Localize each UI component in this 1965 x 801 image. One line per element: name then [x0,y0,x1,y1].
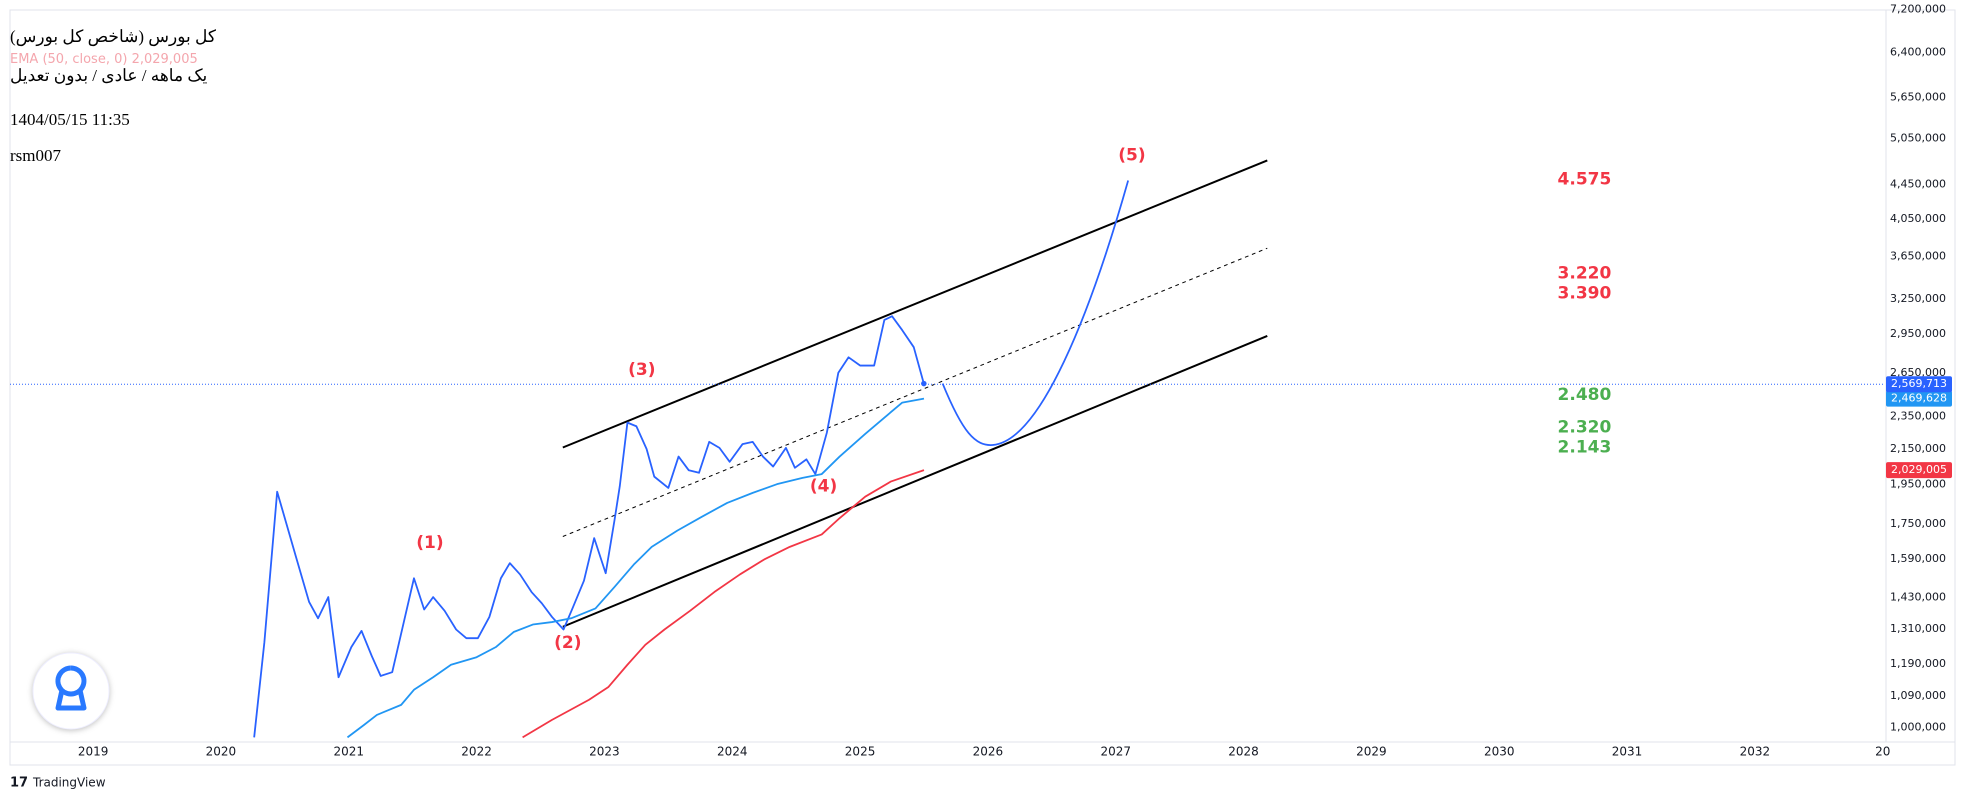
title: کل بورس (شاخص کل بورس) [10,27,216,46]
x-tick-label: 2028 [1228,745,1259,759]
price-label: 2,469,628 [1891,392,1947,405]
projection-curve [941,180,1129,446]
y-tick-label: 2,350,000 [1890,410,1946,423]
date: 1404/05/15 11:35 [10,110,130,129]
y-tick-label: 1,190,000 [1890,657,1946,670]
channel-lower [562,335,1268,628]
y-tick-label: 1,590,000 [1890,552,1946,565]
y-tick-label: 2,650,000 [1890,366,1946,379]
x-tick-label: 2027 [1100,745,1131,759]
x-tick-label: 2020 [206,745,237,759]
tv-logo: 17 [10,776,28,791]
x-tick-label: 2030 [1484,745,1515,759]
y-tick-label: 5,650,000 [1890,91,1946,104]
series-line [346,397,925,739]
x-tick-label: 2022 [461,745,492,759]
annotation: 4.575 [1558,169,1612,189]
y-tick-label: 6,400,000 [1890,45,1946,58]
annotation: 2.480 [1558,385,1612,405]
logo-icon [55,665,87,711]
legend-name: EMA (50, close, 0) [10,52,128,67]
annotation: (1) [416,533,443,553]
y-tick-label: 2,150,000 [1890,442,1946,455]
logo-badge [32,652,110,730]
drawings [562,159,1268,628]
annotation: (5) [1118,145,1145,165]
price-label: 2,029,005 [1891,463,1947,476]
channel-middle [562,247,1268,537]
y-tick-label: 1,310,000 [1890,622,1946,635]
x-tick-label: 2032 [1740,745,1771,759]
annotation: 3.390 [1558,283,1612,303]
author: rsm007 [10,146,61,165]
x-tick-label: 2023 [589,745,620,759]
x-tick-label: 2024 [717,745,748,759]
watermark: TradingView [32,776,106,790]
legend-value: 2,029,005 [131,52,198,67]
annotation: (4) [810,476,837,496]
annotation: 2.320 [1558,417,1612,437]
subtitle: یک ماهه / عادی / بدون تعدیل [10,66,208,85]
series-line [522,469,925,739]
x-tick-label: 20 [1875,745,1890,759]
x-tick-label: 2031 [1612,745,1643,759]
price-box [1886,376,1952,393]
x-tick-label: 2026 [973,745,1004,759]
x-tick-label: 2019 [78,745,109,759]
y-tick-label: 5,050,000 [1890,132,1946,145]
y-tick-label: 2,950,000 [1890,327,1946,340]
legend-row: EMA (50, close, 0) 2,029,005 [10,52,198,67]
series-line [253,315,925,738]
x-tick-label: 2029 [1356,745,1387,759]
y-tick-label: 3,650,000 [1890,250,1946,263]
price-box [1886,390,1952,407]
y-tick-label: 4,050,000 [1890,212,1946,225]
y-tick-label: 7,200,000 [1890,3,1946,16]
frame [9,9,1956,766]
y-tick-label: 1,000,000 [1890,720,1946,733]
x-tick-label: 2025 [845,745,876,759]
price-label: 2,569,713 [1891,377,1947,390]
x-tick-label: 2021 [333,745,364,759]
y-tick-label: 3,250,000 [1890,292,1946,305]
y-tick-label: 4,450,000 [1890,178,1946,191]
channel-upper [562,159,1268,449]
y-tick-label: 1,430,000 [1890,590,1946,603]
price-box [1886,462,1952,479]
annotation: 3.220 [1558,263,1612,283]
y-tick-label: 1,950,000 [1890,478,1946,491]
annotation: (3) [628,360,655,380]
y-tick-label: 1,750,000 [1890,517,1946,530]
y-tick-label: 1,090,000 [1890,689,1946,702]
annotation: 2.143 [1558,437,1612,457]
annotation: (2) [554,633,581,653]
